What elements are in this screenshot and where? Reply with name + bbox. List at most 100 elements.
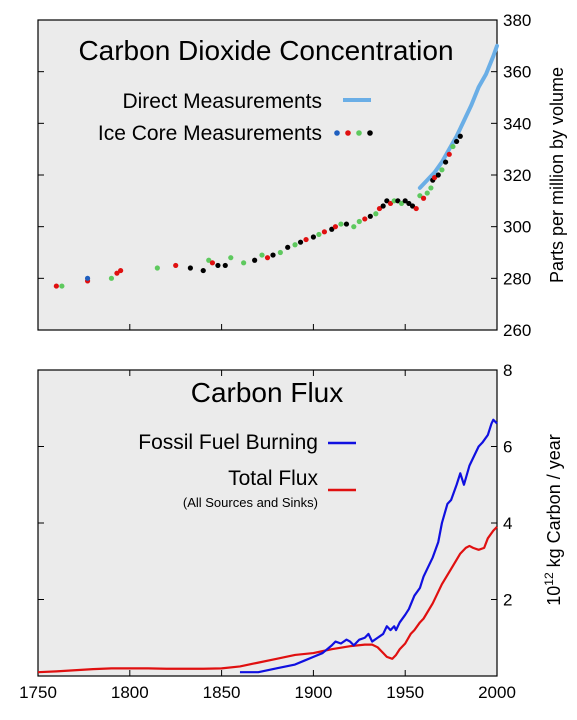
- co2-y-tick-label: 360: [503, 63, 531, 82]
- ice-core-point: [222, 262, 228, 269]
- co2-chart-title: Carbon Dioxide Concentration: [78, 35, 453, 66]
- legend-swatch-ice: [334, 130, 373, 136]
- ice-core-point: [228, 255, 234, 261]
- x-axis-tick-label: 1950: [386, 683, 424, 702]
- co2-y-tick-label: 260: [503, 321, 531, 340]
- flux-y-ticks: [38, 369, 497, 600]
- co2-ice-series: [53, 133, 463, 289]
- co2-plot-area: [37, 19, 498, 331]
- co2-y-tick-label: 280: [503, 269, 531, 288]
- co2-y-axis-label: Parts per million by volume: [547, 67, 567, 283]
- legend-ice-dot: [367, 130, 373, 136]
- co2-y-ticks: [37, 19, 498, 331]
- direct-measurements-line: [417, 43, 499, 190]
- legend-ice-dot: [345, 130, 351, 136]
- ice-core-point: [252, 257, 258, 263]
- flux-y-tick-labels: 2 4 6 8: [503, 361, 512, 610]
- flux-ylabel-rest: kg Carbon / year: [544, 434, 564, 572]
- ice-core-point: [351, 224, 357, 230]
- co2-legend: Direct Measurements Ice Core Measurement…: [98, 90, 373, 145]
- x-axis-tick-label: 1750: [19, 683, 57, 702]
- co2-y-tick-labels: 260 280 300 320 340 360 380: [503, 11, 531, 340]
- ice-core-point: [310, 234, 316, 240]
- x-axis-tick-label: 1850: [203, 683, 241, 702]
- co2-y-tick-label: 320: [503, 166, 531, 185]
- ice-core-point: [209, 260, 216, 266]
- ice-core-point: [367, 213, 373, 219]
- ice-core-point: [329, 226, 335, 232]
- legend-label-fossil: Fossil Fuel Burning: [138, 431, 318, 454]
- ice-core-point: [387, 200, 394, 207]
- flux-series: [37, 418, 498, 674]
- ice-core-point: [406, 200, 412, 207]
- flux-plot-area: [37, 369, 498, 677]
- ice-core-point: [215, 262, 221, 269]
- ice-core-point: [259, 252, 265, 258]
- x-axis-tick-labels: 1750 1800 1850 1900 1950 2000: [19, 683, 516, 702]
- ice-core-point: [316, 231, 322, 238]
- x-axis-tick-label: 1800: [111, 683, 149, 702]
- ice-core-point: [413, 205, 419, 212]
- co2-y-tick-label: 340: [503, 114, 531, 133]
- ice-core-point: [362, 216, 368, 222]
- flux-y-tick-label: 8: [503, 361, 512, 380]
- ice-core-point: [292, 242, 298, 248]
- ice-core-point: [297, 239, 304, 245]
- ice-core-point: [373, 211, 379, 217]
- co2-panel: 260 280 300 320 340 360 380 Carbon Dioxide Con…: [37, 11, 567, 340]
- ice-core-point: [343, 221, 350, 227]
- ice-core-point: [270, 252, 276, 258]
- ice-core-point: [187, 265, 193, 271]
- co2-y-tick-label: 380: [503, 11, 531, 30]
- flux-y-tick-label: 2: [503, 591, 512, 610]
- ice-core-point: [446, 151, 452, 157]
- flux-legend: Fossil Fuel Burning Total Flux (All Sour…: [138, 431, 356, 510]
- co2-direct-series: [417, 43, 499, 190]
- x-axis-tick-label: 1900: [294, 683, 332, 702]
- legend-ice-dot: [356, 130, 362, 136]
- ice-core-point: [114, 270, 120, 276]
- ice-core-point: [118, 267, 124, 274]
- ice-core-point: [59, 283, 65, 289]
- ice-core-point: [454, 138, 460, 145]
- ice-core-point: [380, 203, 386, 209]
- legend-label-total: Total Flux: [228, 467, 318, 490]
- flux-panel: 2 4 6 8 1750 1800 1850 1900 1950 2000 Carbon Flu…: [19, 361, 564, 702]
- flux-y-tick-label: 6: [503, 438, 512, 457]
- flux-chart-title: Carbon Flux: [191, 377, 344, 408]
- ice-core-point: [332, 224, 339, 230]
- ice-core-point: [435, 172, 441, 178]
- ice-core-point: [285, 244, 291, 250]
- ice-core-point: [321, 229, 328, 235]
- total-flux-line: [37, 526, 498, 674]
- ice-core-point: [402, 198, 408, 204]
- ice-core-point: [450, 143, 456, 150]
- ice-core-point: [303, 236, 309, 243]
- ice-core-point: [420, 195, 427, 201]
- ice-core-point: [338, 221, 344, 227]
- fossil-fuel-line: [239, 418, 498, 674]
- ice-core-point: [53, 283, 59, 289]
- ice-core-point: [417, 193, 423, 199]
- ice-core-point: [264, 255, 271, 261]
- legend-label-ice: Ice Core Measurements: [98, 122, 322, 145]
- ice-core-point: [108, 275, 115, 281]
- legend-sublabel-total: (All Sources and Sinks): [183, 495, 318, 510]
- ice-core-point: [395, 198, 401, 204]
- flux-y-axis-label: 1012 kg Carbon / year: [542, 434, 564, 605]
- ice-core-point: [173, 262, 179, 269]
- ice-core-point: [391, 198, 397, 204]
- ice-core-point: [439, 167, 445, 173]
- ice-core-point: [424, 190, 430, 196]
- ice-core-point: [457, 133, 463, 139]
- ice-core-point: [206, 257, 212, 263]
- co2-y-tick-label: 300: [503, 218, 531, 237]
- ice-core-point: [356, 218, 362, 225]
- ice-core-point: [409, 203, 416, 209]
- ice-core-point: [200, 267, 206, 274]
- flux-ylabel-base: 10: [544, 586, 564, 606]
- legend-ice-dot: [334, 130, 340, 136]
- ice-core-point: [277, 249, 283, 256]
- ice-core-point: [154, 265, 160, 271]
